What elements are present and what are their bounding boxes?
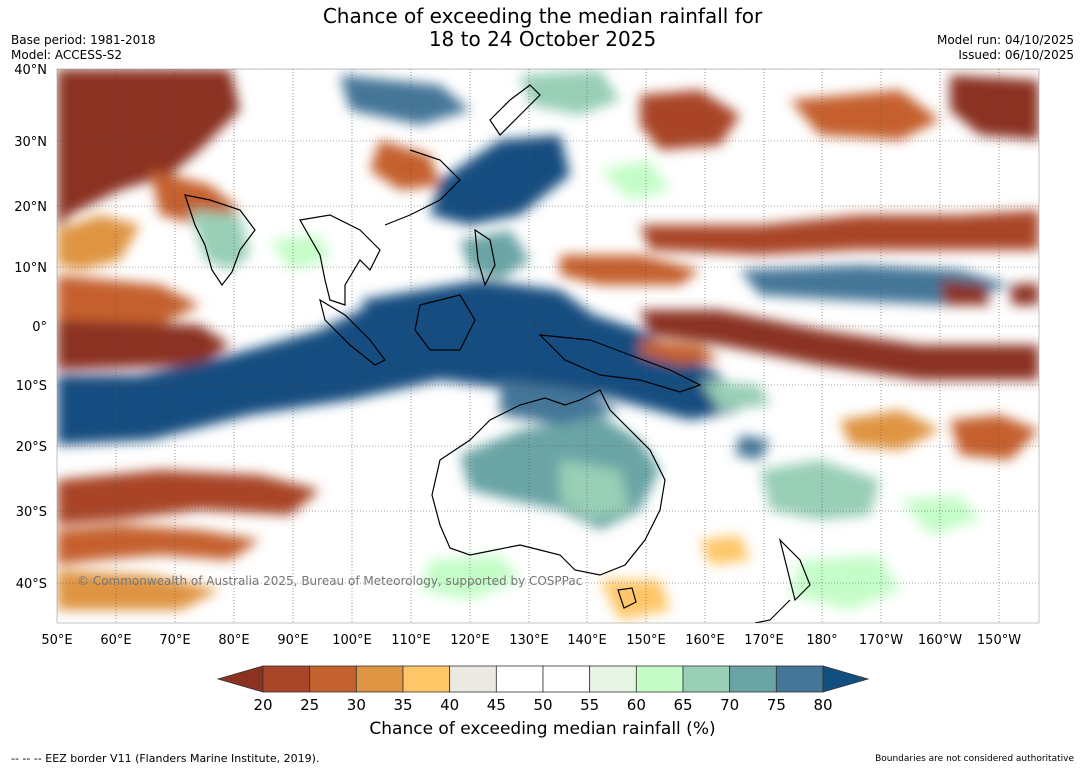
legend-title: Chance of exceeding median rainfall (%) bbox=[369, 719, 716, 739]
lat-label: 20°S bbox=[16, 440, 47, 455]
colorbar-tick-label: 65 bbox=[673, 696, 692, 714]
base-period: Base period: 1981-2018 bbox=[11, 33, 156, 47]
colorbar-tick-label: 45 bbox=[487, 696, 506, 714]
colorbar-segment bbox=[402, 665, 451, 693]
copyright-notice: © Commonwealth of Australia 2025, Bureau… bbox=[77, 574, 582, 588]
colorbar-tick-label: 60 bbox=[627, 696, 646, 714]
colorbar-tick-label: 70 bbox=[720, 696, 739, 714]
colorbar-tick-label: 25 bbox=[300, 696, 319, 714]
boundaries-disclaimer: Boundaries are not considered authoritat… bbox=[875, 754, 1074, 764]
lon-label: 160°E bbox=[685, 633, 725, 648]
colorbar-segment bbox=[309, 665, 357, 693]
colorbar-segment bbox=[495, 665, 544, 693]
colorbar-tick-label: 35 bbox=[393, 696, 412, 714]
lat-label: 20°N bbox=[14, 200, 47, 215]
lon-label: 120°E bbox=[450, 633, 490, 648]
colorbar-tick-label: 50 bbox=[533, 696, 552, 714]
lon-label: 180° bbox=[806, 633, 837, 648]
lon-label: 60°E bbox=[100, 633, 131, 648]
lon-label: 150°W bbox=[977, 633, 1021, 648]
lat-label: 30°N bbox=[14, 135, 47, 150]
lon-label: 110°E bbox=[391, 633, 431, 648]
colorbar-tick-label: 20 bbox=[253, 696, 272, 714]
lon-label: 140°E bbox=[567, 633, 607, 648]
lat-label: 30°S bbox=[16, 505, 47, 520]
colorbar-ticks: 20 25 30 35 40 45 50 55 60 65 70 75 80 bbox=[253, 696, 832, 714]
lon-label: 70°E bbox=[159, 633, 190, 648]
issued-date: Issued: 06/10/2025 bbox=[958, 48, 1074, 62]
colorbar-tick-label: 40 bbox=[440, 696, 459, 714]
colorbar-arrow-high bbox=[822, 665, 870, 693]
colorbar-segment bbox=[682, 665, 731, 693]
colorbar bbox=[216, 665, 870, 693]
eez-border-note: -- -- -- EEZ border V11 (Flanders Marine… bbox=[11, 752, 320, 765]
lat-label: 10°S bbox=[16, 379, 47, 394]
lon-label: 170°W bbox=[859, 633, 903, 648]
colorbar-segment bbox=[729, 665, 777, 693]
title-line-2: 18 to 24 October 2025 bbox=[428, 27, 657, 51]
colorbar-segment bbox=[589, 665, 637, 693]
map-title: Chance of exceeding the median rainfall … bbox=[0, 5, 1085, 51]
lon-label: 50°E bbox=[41, 633, 72, 648]
rainfall-field: © Commonwealth of Australia 2025, Bureau… bbox=[57, 69, 1039, 623]
lon-label: 100°E bbox=[332, 633, 372, 648]
colorbar-segment bbox=[542, 665, 591, 693]
colorbar-segment bbox=[775, 665, 824, 693]
latitude-axis: 40°N 30°N 20°N 10°N 0° 10°S 20°S 30°S 40… bbox=[14, 63, 47, 592]
lat-label: 40°N bbox=[14, 63, 47, 78]
model-run: Model run: 04/10/2025 bbox=[936, 33, 1074, 47]
lon-label: 90°E bbox=[277, 633, 308, 648]
meta-left: Base period: 1981-2018 Model: ACCESS-S2 bbox=[11, 33, 156, 63]
lon-label: 170°E bbox=[744, 633, 784, 648]
coastlines bbox=[184, 84, 811, 623]
colorbar-tick-label: 30 bbox=[347, 696, 366, 714]
colorbar-arrow-low bbox=[216, 665, 264, 693]
lat-label: 0° bbox=[32, 320, 47, 335]
longitude-axis: 50°E 60°E 70°E 80°E 90°E 100°E 110°E 120… bbox=[41, 633, 1021, 648]
lon-label: 80°E bbox=[218, 633, 249, 648]
lat-label: 40°S bbox=[16, 577, 47, 592]
lon-label: 150°E bbox=[626, 633, 666, 648]
lat-label: 10°N bbox=[14, 261, 47, 276]
colorbar-segment bbox=[635, 665, 684, 693]
colorbar-tick-label: 80 bbox=[813, 696, 832, 714]
colorbar-tick-label: 55 bbox=[580, 696, 599, 714]
title-line-1: Chance of exceeding the median rainfall … bbox=[322, 4, 763, 28]
lon-label: 160°W bbox=[918, 633, 962, 648]
lon-label: 130°E bbox=[509, 633, 549, 648]
colorbar-segment bbox=[449, 665, 497, 693]
colorbar-segment bbox=[355, 665, 404, 693]
model-name: Model: ACCESS-S2 bbox=[11, 48, 123, 62]
meta-right: Model run: 04/10/2025 Issued: 06/10/2025 bbox=[937, 33, 1074, 63]
colorbar-tick-label: 75 bbox=[767, 696, 786, 714]
colorbar-segment bbox=[262, 665, 311, 693]
